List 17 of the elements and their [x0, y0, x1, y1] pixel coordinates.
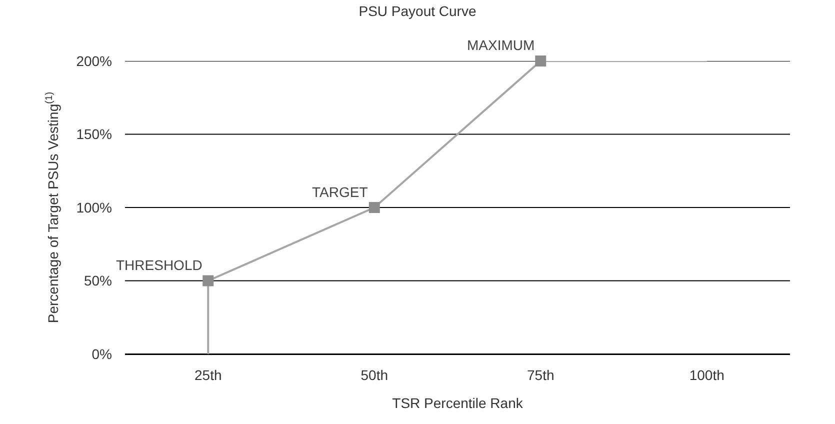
- x-tick-label: 100th: [689, 366, 724, 383]
- annotation: THRESHOLD: [116, 257, 202, 273]
- y-tick-label: 150%: [76, 126, 112, 142]
- y-tick-label: 50%: [84, 272, 112, 289]
- y-tick-label: 100%: [76, 199, 112, 216]
- point: [202, 275, 214, 286]
- point: [535, 56, 546, 66]
- y-tick-label: 200%: [76, 52, 112, 69]
- x-axis-title: TSR Percentile Rank: [392, 395, 524, 412]
- x-tick-label: 75th: [527, 366, 554, 383]
- x-tick-label: 25th: [194, 366, 222, 383]
- x-tick-label: 50th: [360, 366, 388, 383]
- y-tick-label: 0%: [92, 346, 112, 362]
- chart-title: PSU Payout Curve: [358, 3, 476, 20]
- point: [368, 202, 380, 213]
- annotation: MAXIMUM: [467, 37, 535, 53]
- annotation: TARGET: [312, 184, 368, 200]
